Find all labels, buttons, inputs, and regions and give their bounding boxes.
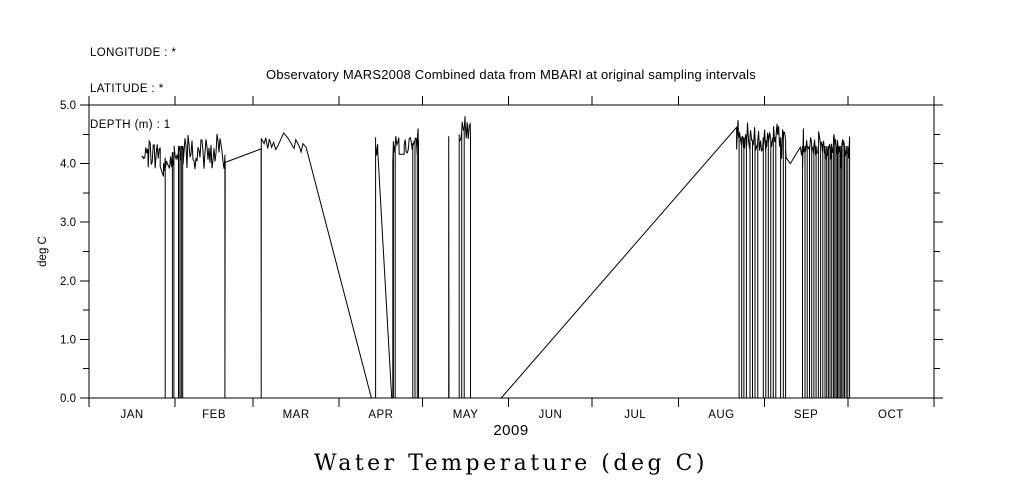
- svg-text:4.0: 4.0: [60, 159, 76, 171]
- temperature-series-line: [141, 116, 851, 399]
- svg-text:5.0: 5.0: [60, 100, 76, 112]
- svg-text:JUL: JUL: [624, 409, 646, 421]
- chart-title: Observatory MARS2008 Combined data from …: [266, 67, 756, 82]
- svg-text:MAY: MAY: [453, 409, 479, 421]
- svg-text:JAN: JAN: [120, 409, 143, 421]
- svg-text:AUG: AUG: [708, 409, 734, 421]
- svg-text:SEP: SEP: [794, 409, 819, 421]
- svg-text:0.0: 0.0: [60, 393, 76, 405]
- svg-text:2.0: 2.0: [60, 276, 76, 288]
- svg-text:1.0: 1.0: [60, 334, 76, 346]
- context-header: LONGITUDE : * LATITUDE : * DEPTH (m) : 1: [90, 23, 176, 155]
- svg-text:APR: APR: [368, 409, 393, 421]
- svg-text:OCT: OCT: [878, 409, 904, 421]
- chart-axes: [80, 96, 943, 407]
- svg-text:FEB: FEB: [202, 409, 226, 421]
- svg-text:3.0: 3.0: [60, 217, 76, 229]
- svg-text:JUN: JUN: [538, 409, 562, 421]
- chart-axis-labels: JAN FEB MAR APR MAY JUN JUL AUG SEP OCT 0.0 1.0 2.0 3…: [37, 100, 904, 421]
- depth-label: DEPTH (m) : 1: [90, 119, 171, 131]
- longitude-label: LONGITUDE : *: [90, 47, 177, 59]
- latitude-label: LATITUDE : *: [90, 83, 164, 95]
- svg-text:MAR: MAR: [283, 409, 310, 421]
- x-axis-year-label: 2009: [493, 422, 529, 439]
- chart-footer-title: Water Temperature (deg C): [314, 451, 708, 476]
- svg-text:deg C: deg C: [37, 236, 49, 267]
